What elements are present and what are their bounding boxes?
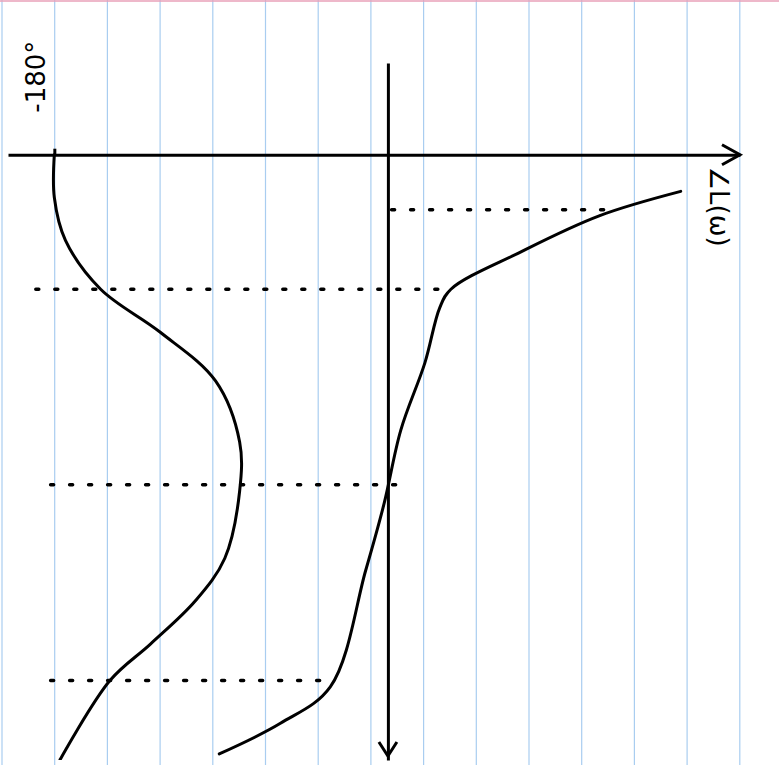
paper-rule	[1, 0, 2, 765]
paper-rule	[212, 0, 213, 765]
paper-rule	[528, 0, 529, 765]
plot-area	[36, 155, 681, 760]
y-axis	[388, 64, 389, 761]
paper-rule	[739, 0, 740, 765]
x-axis-arrow	[722, 145, 740, 165]
paper-rule	[107, 0, 108, 765]
x-axis-title: ∠L(ω)	[704, 167, 734, 247]
guide-line	[51, 483, 411, 487]
paper-rule	[634, 0, 635, 765]
guide-line	[36, 287, 449, 291]
paper-rule	[160, 0, 161, 765]
paper-rule	[318, 0, 319, 765]
paper	[0, 0, 779, 765]
x-tick: -180°	[21, 41, 55, 155]
paper-rule	[476, 0, 477, 765]
paper-rule	[370, 0, 371, 765]
guide-line	[51, 679, 331, 683]
paper-rule	[54, 0, 55, 765]
paper-rule	[423, 0, 424, 765]
x-axis-line	[9, 154, 741, 157]
y-axis-line	[387, 64, 390, 761]
curve	[219, 191, 680, 753]
y-axis-arrow	[379, 742, 397, 756]
x-tick-label: -180°	[21, 41, 51, 113]
x-axis: -180°	[9, 41, 741, 156]
paper-rule	[265, 0, 266, 765]
curve	[54, 155, 242, 760]
paper-margin	[0, 0, 779, 2]
chart: -180° ∠L(ω)	[0, 0, 779, 765]
paper-rule	[581, 0, 582, 765]
paper-rule	[686, 0, 687, 765]
guide-line	[392, 208, 611, 212]
paper-ground	[0, 0, 779, 765]
